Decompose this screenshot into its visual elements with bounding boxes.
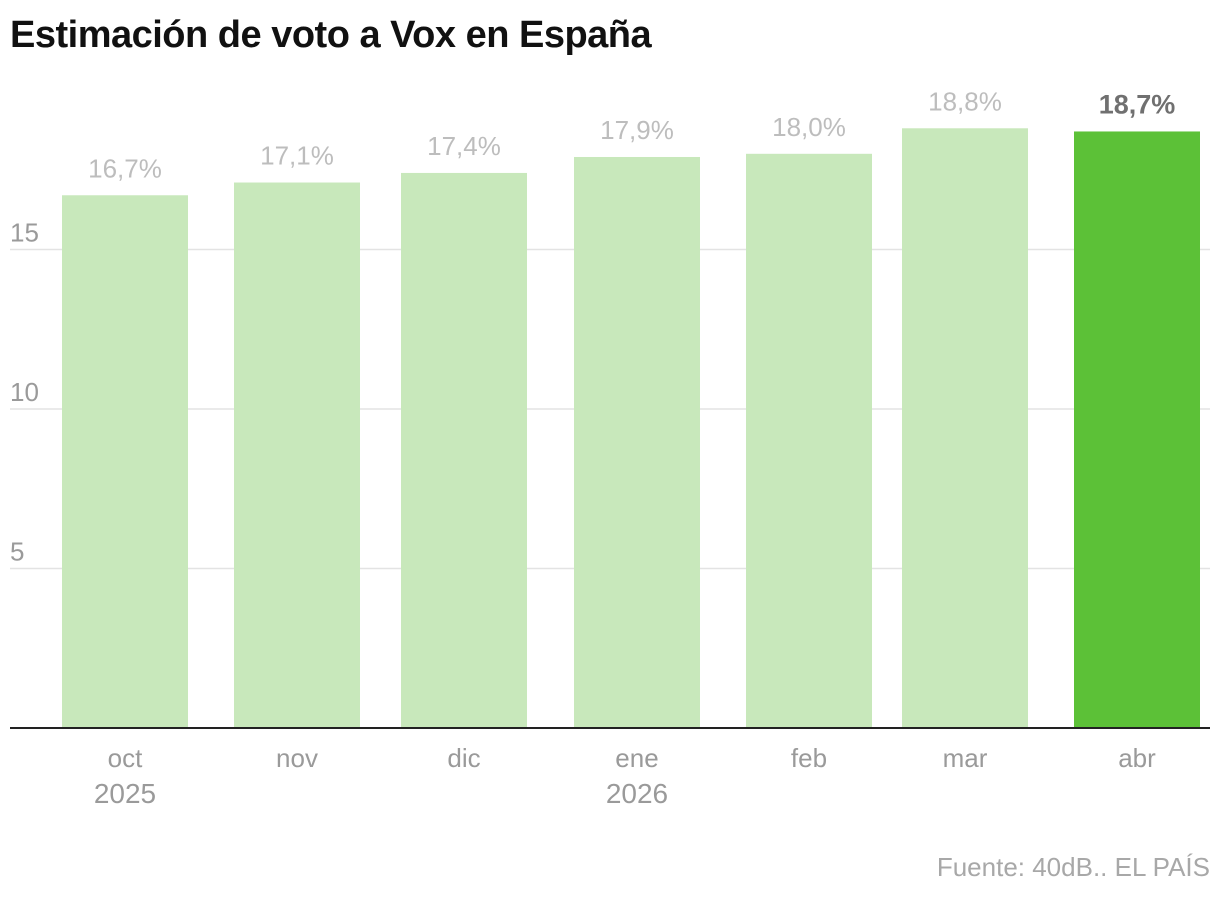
bar-abr [1074, 131, 1200, 729]
x-tick-label-mar: mar [943, 743, 988, 773]
bar-ene [574, 156, 700, 729]
value-labels: 16,7% 17,1% 17,4% 17,9% 18,0% 18,8% 18,7% [88, 86, 1175, 183]
bar-feb [746, 153, 872, 729]
bar-oct [62, 195, 188, 728]
x-tick-label-feb: feb [791, 743, 827, 773]
bar-chart: 5 10 15 16,7% 17,1% 17,4% 17,9% 18,0% 18,8% 18,7… [10, 86, 1210, 809]
value-label-nov: 17,1% [260, 141, 334, 171]
x-tick-label-ene: ene [615, 743, 658, 773]
value-label-oct: 16,7% [88, 153, 162, 183]
x-tick-labels: oct 2025 nov dic ene 2026 feb mar abr [94, 743, 1156, 809]
source-note: Fuente: 40dB.. EL PAÍS [936, 852, 1210, 882]
bar-nov [234, 182, 360, 728]
bar-mar [902, 128, 1028, 728]
value-label-ene: 17,9% [600, 115, 674, 145]
x-tick-label-abr: abr [1118, 743, 1156, 773]
value-label-abr: 18,7% [1099, 89, 1176, 119]
chart-title: Estimación de voto a Vox en España [10, 14, 652, 56]
x-tick-label-nov: nov [276, 743, 318, 773]
bar-dic [401, 172, 527, 728]
value-label-mar: 18,8% [928, 86, 1002, 116]
y-tick-label: 15 [10, 218, 39, 248]
value-label-dic: 17,4% [427, 131, 501, 161]
x-tick-label-dic: dic [447, 743, 480, 773]
bars [62, 128, 1200, 729]
y-tick-label: 5 [10, 537, 24, 567]
x-tick-label-oct: oct [108, 743, 143, 773]
value-label-feb: 18,0% [772, 112, 846, 142]
x-tick-year-label: 2025 [94, 778, 156, 809]
x-tick-year-label: 2026 [606, 778, 668, 809]
y-tick-label: 10 [10, 377, 39, 407]
